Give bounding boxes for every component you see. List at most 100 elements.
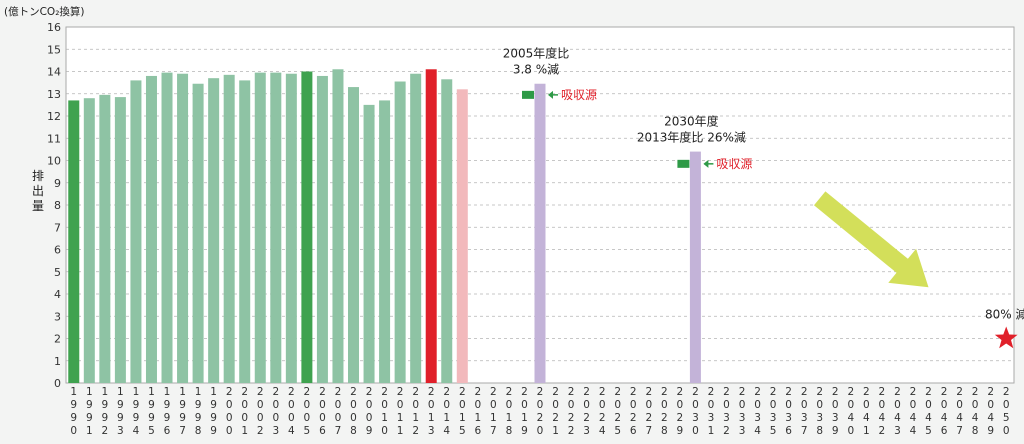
y-tick-label: 9: [54, 177, 61, 190]
bar-2015: [456, 89, 468, 384]
x-axis-ticks: 1 9 9 0 1 9 9 1 1 9 9 2 1 9 9 3 1 9 9 4 1 9 9 5 1 9 9 6 1 9 9 7 1 9 9 8 1 9 9 9…: [70, 386, 1009, 437]
bar-2013: [425, 69, 437, 384]
y-tick-label: 7: [54, 221, 61, 234]
bar-2003: [270, 72, 282, 384]
bar-2011: [394, 81, 406, 383]
trend-arrow: [814, 191, 929, 288]
trend-arrow-icon: [814, 191, 929, 288]
y-axis-label: 排出量: [32, 169, 44, 213]
y-tick-label: 10: [47, 155, 61, 168]
y-tick-label: 14: [47, 66, 61, 79]
bar-1998: [192, 83, 204, 384]
annotation-line2: 3.8 %減: [513, 62, 559, 77]
bar-1999: [208, 78, 220, 384]
target-label: 80% 減: [985, 307, 1024, 322]
bar-1994: [130, 80, 142, 384]
bar-2000: [223, 74, 235, 384]
annotation-line1: 2005年度比: [503, 46, 570, 61]
y-tick-label: 16: [47, 21, 61, 34]
bar-1997: [177, 73, 189, 383]
y-tick-label: 11: [47, 132, 61, 145]
bar-1991: [83, 98, 95, 383]
bar-1992: [99, 94, 111, 384]
y-tick-label: 15: [47, 43, 61, 56]
bar-2010: [379, 100, 391, 384]
y-tick-label: 1: [54, 355, 61, 368]
bar-2009: [363, 104, 375, 383]
y-tick-label: 8: [54, 199, 61, 212]
bar-2012: [410, 73, 422, 383]
y-tick-label: 3: [54, 310, 61, 323]
bar-1990: [68, 100, 80, 384]
y-tick-label: 13: [47, 88, 61, 101]
y-tick-label: 5: [54, 266, 61, 279]
y-tick-label: 12: [47, 110, 61, 123]
bar-2007: [332, 69, 344, 384]
absorption-label: 吸収源: [561, 88, 597, 102]
y-tick-label: 2: [54, 333, 61, 346]
bar-2006: [316, 75, 328, 383]
bar-2030: [689, 151, 701, 383]
bar-2005: [301, 71, 313, 383]
bar-2004: [285, 73, 297, 383]
bar-1993: [114, 97, 126, 384]
bars: [68, 69, 701, 384]
bar-2001: [239, 80, 251, 384]
